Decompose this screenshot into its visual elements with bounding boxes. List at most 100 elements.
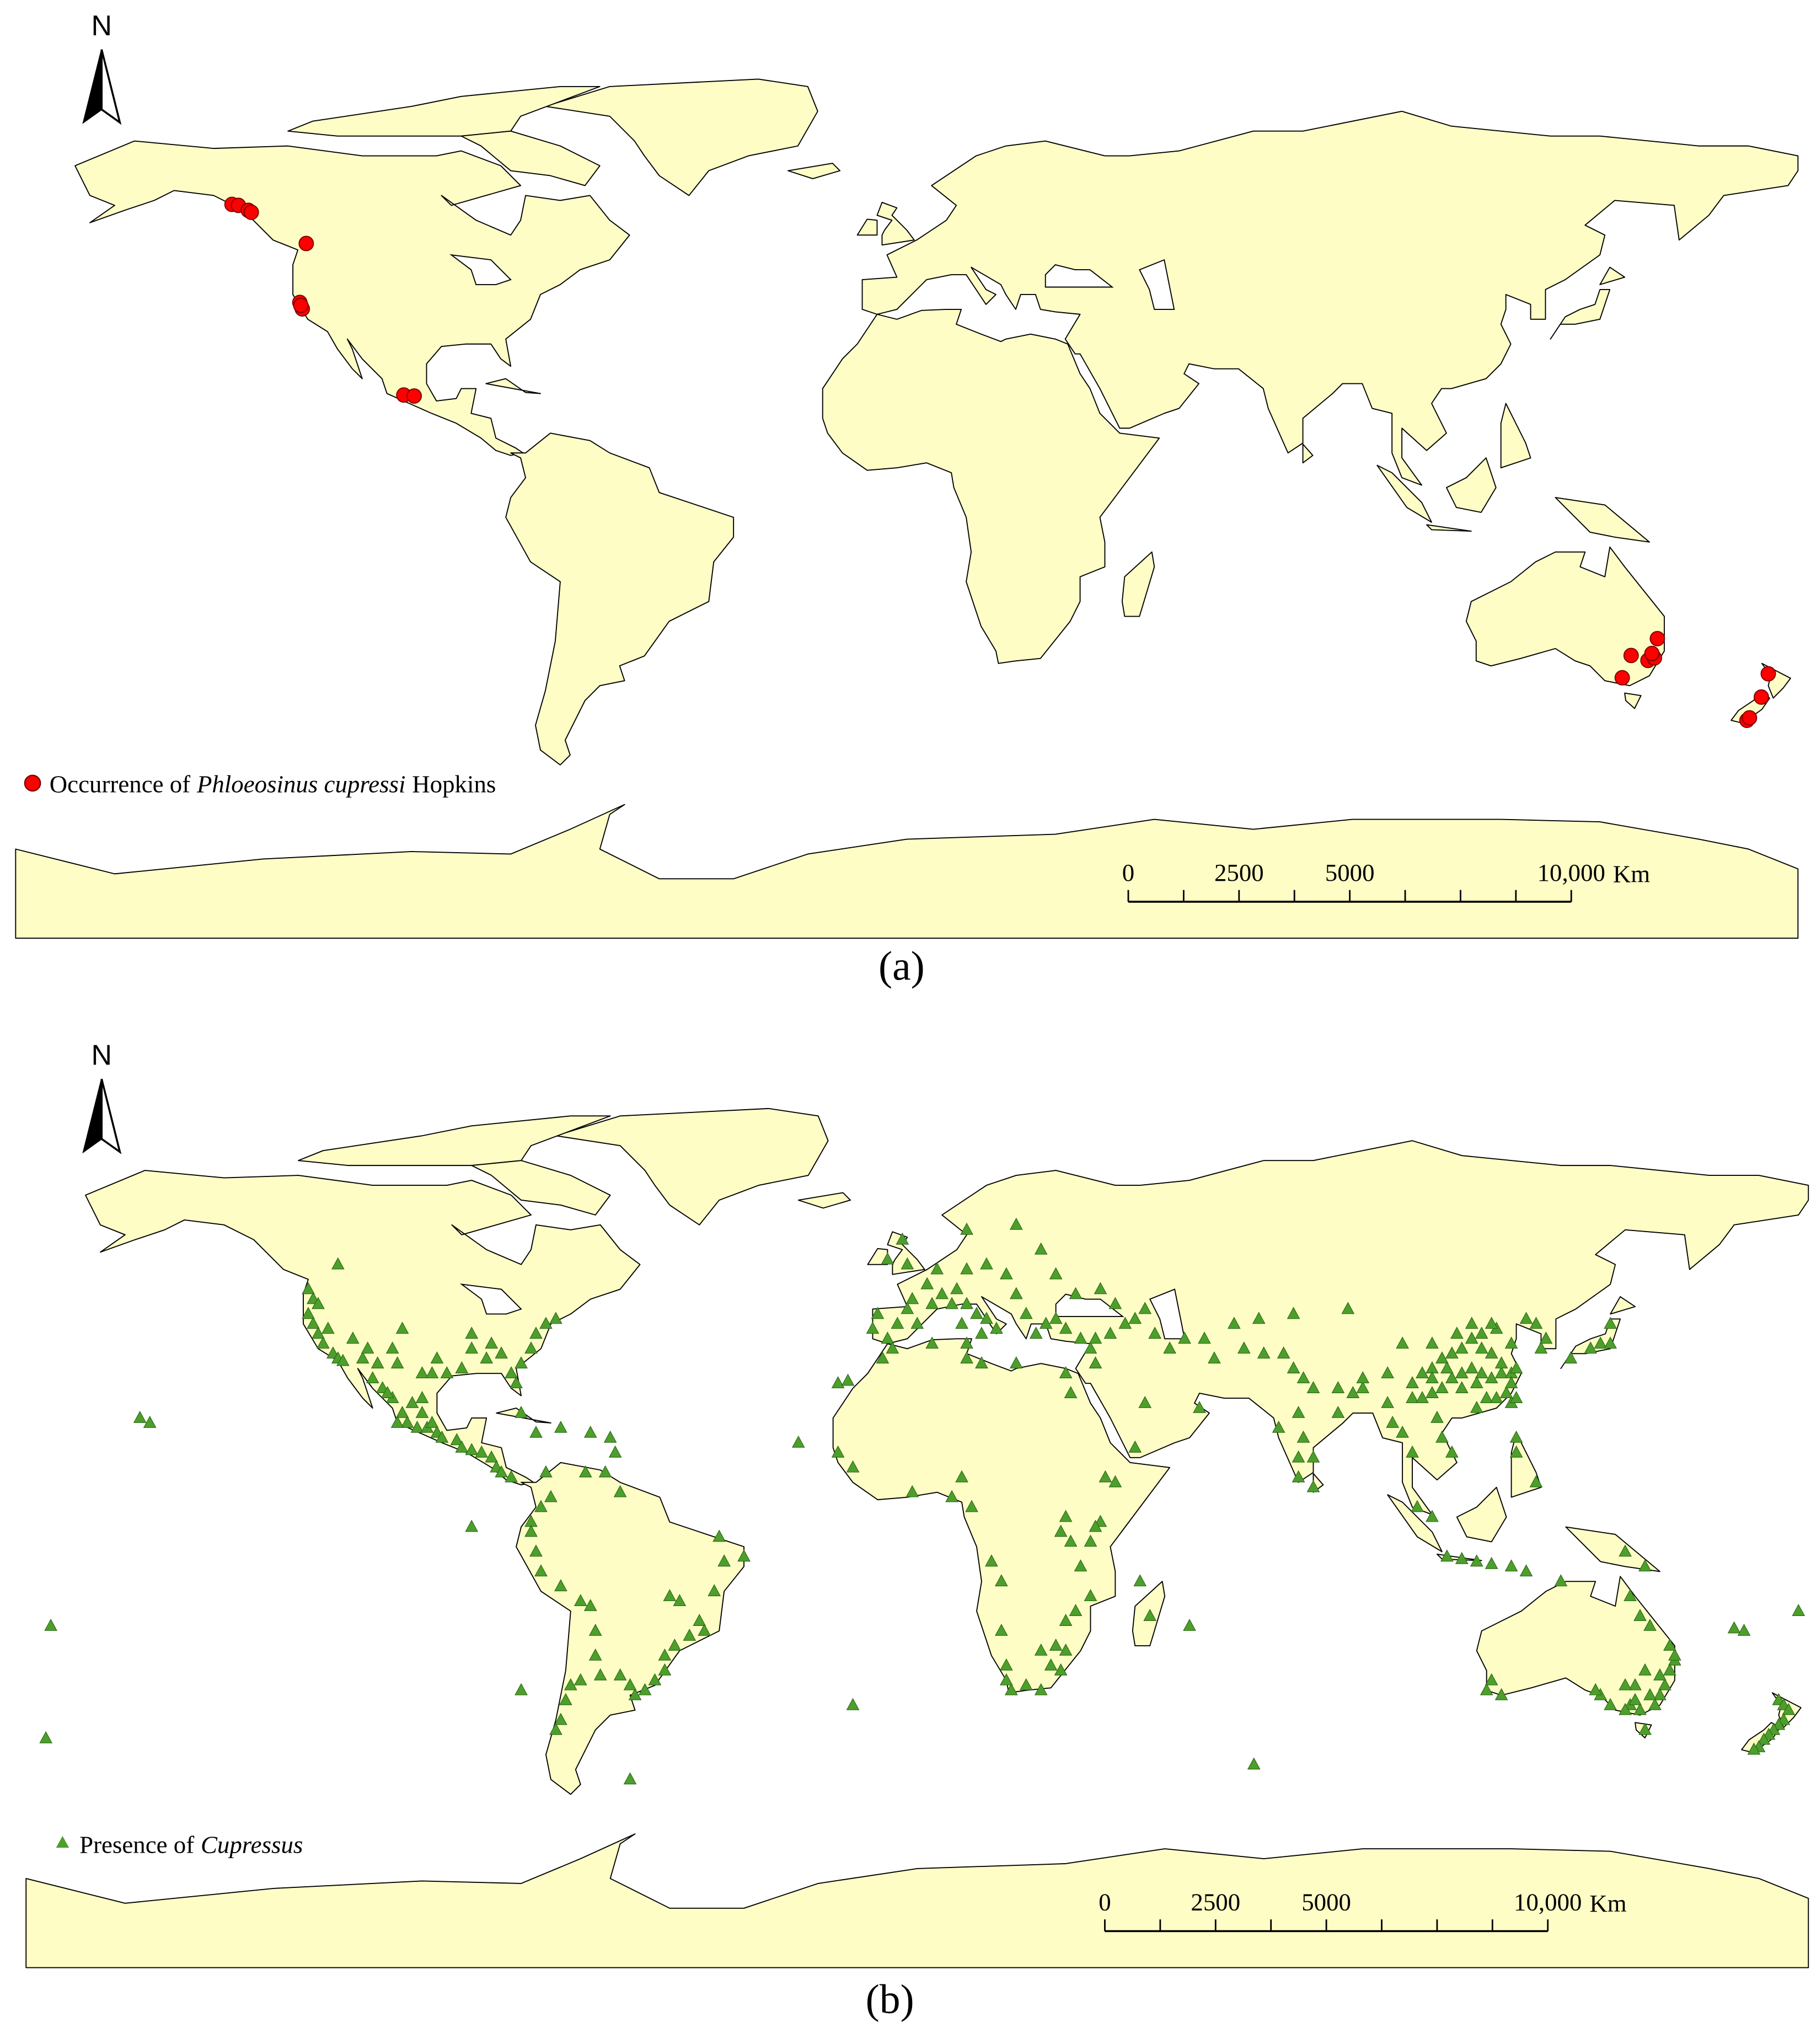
presence-point [960,1336,973,1349]
presence-point [708,1584,721,1597]
presence-point [658,1663,672,1676]
presence-point [1406,1445,1419,1458]
presence-point [1237,1341,1251,1354]
presence-point [143,1415,157,1428]
presence-point [1049,1267,1063,1280]
presence-point [1000,1673,1013,1686]
land [287,85,601,137]
presence-point [1638,1559,1652,1572]
presence-point [1084,1589,1097,1602]
presence-point [1257,1346,1271,1359]
presence-point [866,1321,880,1334]
presence-point [1306,1480,1320,1492]
presence-point [1148,1326,1162,1339]
presence-point [1118,1317,1132,1329]
presence-point [1554,1574,1568,1587]
presence-point [133,1410,147,1423]
presence-point [588,1648,602,1661]
presence-point [336,1353,350,1366]
presence-point [1178,1331,1191,1344]
presence-point [381,1386,394,1398]
presence-point [1485,1673,1498,1686]
presence-point [1475,1366,1488,1379]
presence-point [1519,1312,1533,1324]
presence-point [583,1599,597,1612]
presence-point [312,1297,325,1309]
presence-point [920,1277,934,1289]
presence-point [455,1440,469,1453]
presence-point [465,1443,479,1456]
presence-point [1034,1683,1048,1695]
presence-point [1485,1556,1498,1569]
presence-point [549,1722,562,1735]
presence-point [1296,1430,1310,1443]
presence-point [1643,1688,1657,1700]
presence-point [960,1351,973,1364]
presence-point [450,1433,464,1446]
presence-point [1331,1405,1345,1418]
presence-point [1094,1282,1107,1294]
north-arrow [100,1078,122,1154]
presence-point [1633,1609,1647,1621]
presence-point [1648,1698,1662,1710]
presence-point [415,1391,429,1403]
presence-point [1000,1267,1013,1280]
presence-point [322,1321,335,1334]
presence-point [495,1346,508,1359]
presence-point [1604,1698,1617,1710]
land [1446,457,1497,513]
presence-point [1494,1356,1508,1369]
presence-point [960,1262,973,1275]
presence-point [1103,1326,1117,1339]
presence-point [1138,1396,1152,1408]
presence-point [1529,1317,1543,1329]
presence-point [831,1376,845,1389]
presence-point [524,1341,538,1354]
presence-point [1624,1589,1637,1602]
presence-point [1509,1445,1523,1458]
presence-point [1589,1683,1603,1695]
presence-point [390,1356,404,1369]
presence-point [1435,1381,1449,1393]
presence-point [1247,1757,1261,1770]
presence-point [891,1317,904,1329]
presence-point [1074,1331,1087,1344]
presence-point [1747,1742,1761,1755]
land [1500,403,1531,469]
presence-point [1435,1351,1449,1364]
legend-marker [56,1836,69,1848]
land [876,201,915,246]
presence-point [1633,1703,1647,1715]
presence-point [1411,1500,1424,1512]
presence-point [544,1490,558,1502]
legend-marker [24,774,41,792]
land [460,130,601,186]
presence-point [480,1351,494,1364]
presence-point [1064,1534,1078,1547]
presence-point [385,1341,399,1354]
presence-point [485,1450,499,1463]
occurrence-point [243,204,259,220]
presence-point [1426,1386,1439,1398]
presence-point [1034,1643,1048,1656]
presence-point [505,1366,518,1379]
presence-point [1416,1391,1429,1403]
presence-point [1480,1391,1493,1403]
land [1387,1494,1443,1553]
presence-point [1059,1643,1073,1656]
occurrence-point [406,388,422,404]
presence-point [1668,1648,1681,1661]
presence-point [1445,1445,1459,1458]
presence-point [658,1648,672,1661]
land [1376,464,1432,523]
land [298,1115,611,1167]
north-label: N [92,10,112,42]
land [822,308,1160,664]
presence-point [1019,1678,1033,1690]
presence-point [990,1321,1003,1334]
presence-point [1128,1440,1142,1453]
presence-point [495,1465,508,1478]
presence-point [1426,1510,1439,1522]
presence-point [925,1297,939,1309]
